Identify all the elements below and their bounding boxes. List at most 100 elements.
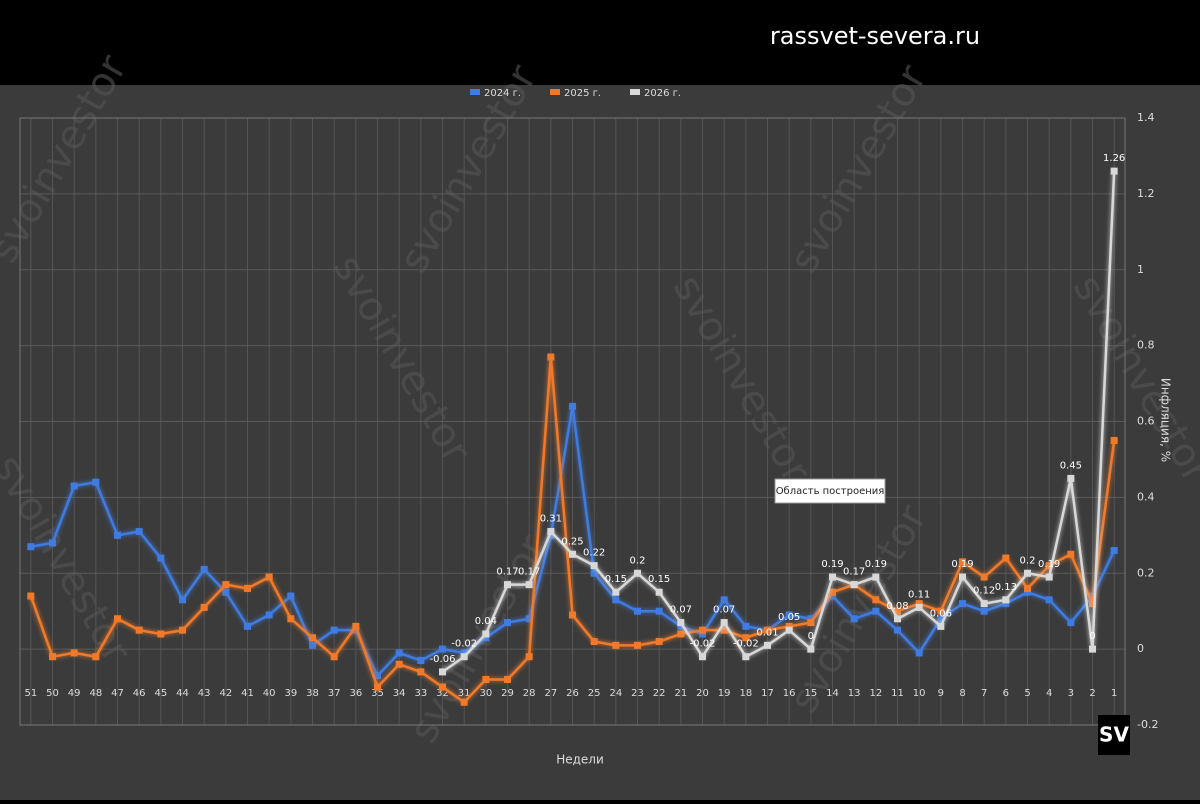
data-point (959, 558, 966, 566)
data-point (677, 630, 685, 638)
x-axis-title: Недели (556, 753, 604, 767)
data-label: 0.04 (475, 616, 497, 627)
data-point (959, 573, 966, 581)
data-point (92, 653, 100, 661)
x-tick-label: 7 (981, 688, 987, 699)
x-tick-label: 46 (133, 688, 146, 699)
x-tick-label: 2 (1089, 688, 1095, 699)
data-label: 0 (808, 631, 814, 642)
data-point (92, 478, 100, 486)
data-point (569, 550, 576, 558)
data-point (1089, 645, 1096, 653)
data-label: 0.17 (496, 567, 518, 578)
data-point (460, 649, 468, 657)
x-tick-label: 17 (761, 688, 774, 699)
data-point (872, 607, 880, 615)
data-point (157, 554, 165, 562)
data-point (764, 626, 771, 634)
data-point (569, 611, 576, 619)
y-tick-label: -0.2 (1137, 718, 1158, 731)
data-label: 0.45 (1060, 460, 1082, 471)
data-point (612, 641, 620, 649)
x-tick-label: 48 (89, 688, 102, 699)
data-point (677, 622, 685, 630)
plot-frame (19, 117, 1126, 726)
data-point (612, 596, 620, 604)
y-axis-title: Инфляция, % (1159, 378, 1173, 462)
data-point (980, 607, 988, 615)
x-tick-label: 20 (696, 688, 709, 699)
x-tick-label: 47 (111, 688, 124, 699)
x-tick-label: 34 (393, 688, 406, 699)
data-point (330, 626, 338, 634)
data-label: 0.06 (930, 608, 952, 619)
data-point (504, 675, 511, 683)
data-point (1024, 588, 1031, 596)
data-label: 0.17 (518, 567, 540, 578)
data-label: 0.22 (583, 548, 605, 559)
data-label: 0 (1089, 631, 1095, 642)
data-label: 0.15 (648, 574, 670, 585)
data-point (959, 600, 966, 608)
data-label: 0.07 (713, 605, 735, 616)
data-point (742, 622, 750, 630)
data-point (482, 634, 490, 642)
data-point (1067, 619, 1075, 627)
legend-swatch (550, 89, 560, 95)
data-point (244, 584, 251, 592)
data-point (1024, 584, 1031, 592)
data-point (222, 588, 230, 596)
data-point (850, 581, 858, 589)
data-point (135, 528, 143, 536)
data-point (547, 531, 555, 539)
data-point (547, 528, 555, 536)
data-point (244, 622, 251, 630)
data-point (980, 573, 988, 581)
data-point (1024, 569, 1031, 577)
data-point (915, 603, 923, 611)
data-point (309, 641, 316, 649)
data-point (222, 581, 230, 589)
data-point (70, 482, 78, 490)
data-point (547, 353, 555, 361)
data-point (27, 592, 35, 600)
data-point (829, 592, 836, 600)
data-point (937, 622, 945, 630)
data-point (829, 588, 836, 596)
data-point (1067, 474, 1075, 482)
data-point (742, 634, 750, 642)
data-point (720, 626, 728, 634)
data-point (114, 615, 121, 623)
data-point (395, 660, 403, 668)
data-point (265, 611, 273, 619)
x-tick-label: 44 (176, 688, 189, 699)
data-point (655, 588, 663, 596)
data-point (1045, 562, 1053, 570)
legend-label: 2024 г. (484, 88, 521, 99)
data-point (439, 645, 446, 653)
data-label: 0.25 (561, 536, 583, 547)
data-point (937, 615, 945, 623)
data-point (894, 615, 901, 623)
y-tick-label: 0.6 (1137, 415, 1155, 428)
data-label: 0.05 (778, 612, 800, 623)
data-label: 0.08 (886, 601, 908, 612)
data-point (439, 668, 446, 676)
data-point (330, 653, 338, 661)
data-label: 0.12 (973, 586, 995, 597)
data-point (504, 581, 511, 589)
data-point (980, 600, 988, 608)
top-bar (0, 0, 1200, 85)
data-point (525, 653, 533, 661)
data-point (1045, 573, 1053, 581)
x-tick-label: 40 (263, 688, 276, 699)
data-point (114, 531, 121, 539)
data-point (504, 619, 511, 627)
data-point (352, 626, 360, 634)
x-tick-label: 9 (938, 688, 944, 699)
x-tick-label: 29 (501, 688, 514, 699)
x-tick-label: 27 (544, 688, 557, 699)
y-tick-label: 1.2 (1137, 187, 1155, 200)
data-point (482, 675, 490, 683)
data-point (482, 630, 490, 638)
